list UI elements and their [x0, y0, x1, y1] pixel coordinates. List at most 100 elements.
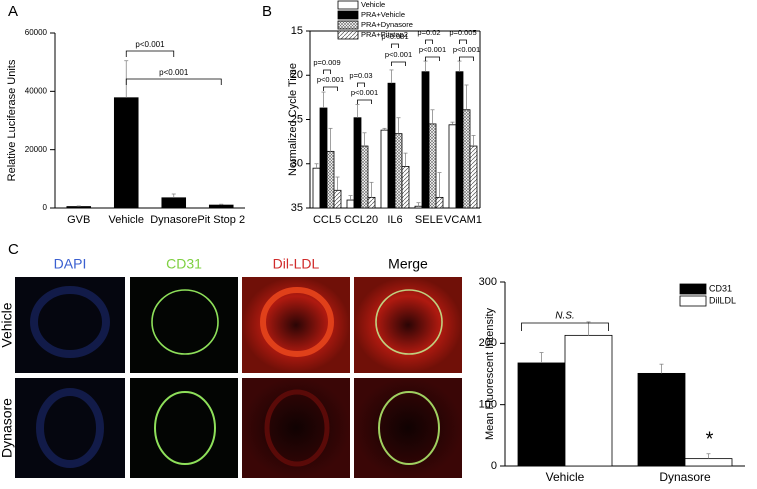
annotation: p=0.02: [417, 28, 440, 37]
bar: [684, 458, 733, 467]
x-tick-label: VCAM1: [444, 214, 482, 226]
y-tick-label: 40000: [25, 86, 48, 95]
image-column-label: Merge: [388, 256, 428, 272]
y-tick-label: 200: [479, 337, 497, 349]
annotation: p<0.001: [135, 40, 165, 49]
annotation: p=0.009: [313, 58, 340, 67]
y-tick-label: 0: [43, 203, 48, 212]
legend-swatch: [679, 283, 707, 295]
bracket: [323, 69, 331, 74]
annotation: p<0.001: [159, 68, 189, 77]
image-row-label: Dynasore: [0, 398, 15, 458]
annotation: p<0.001: [385, 50, 412, 59]
y-tick-label: 60000: [25, 28, 48, 37]
bar: [326, 150, 335, 209]
bracket: [459, 56, 474, 61]
image: [354, 277, 462, 373]
legend-label: PRA+Vehicle: [361, 10, 405, 19]
y-axis-label: Normalized Cycle Time: [287, 63, 299, 176]
legend-swatch: [679, 295, 707, 307]
legend-label: PRA+Pitstop2: [361, 30, 408, 39]
y-tick-label: 35: [291, 202, 303, 214]
bar: [448, 124, 457, 209]
bar: [387, 82, 396, 209]
legend-label: CD31: [709, 283, 732, 293]
bracket: [521, 322, 609, 331]
image: [242, 378, 350, 478]
bar: [469, 145, 478, 209]
x-tick-label: Vehicle: [546, 470, 585, 484]
x-tick-label: Pit Stop 2: [197, 214, 245, 226]
bar: [517, 362, 566, 467]
micrographs: [15, 277, 462, 478]
bar: [455, 71, 464, 209]
bar: [346, 199, 355, 209]
image: [264, 389, 330, 467]
bar: [360, 145, 369, 209]
x-tick-label: Dynasore: [150, 214, 197, 226]
bracket: [357, 82, 365, 87]
bar: [333, 189, 342, 209]
x-tick-label: CCL20: [344, 214, 378, 226]
y-tick-label: 20000: [25, 145, 48, 154]
image: [130, 277, 238, 373]
image: [378, 391, 440, 465]
bracket: [425, 56, 440, 61]
bar: [113, 97, 139, 209]
annotation: *: [706, 428, 714, 450]
y-tick-label: 15: [291, 25, 303, 37]
legend-swatch: [337, 20, 359, 30]
bracket: [323, 86, 338, 91]
legend-label: DilLDL: [709, 295, 736, 305]
bar: [564, 334, 613, 467]
bar: [421, 71, 430, 209]
image-row-label: Vehicle: [0, 302, 15, 347]
legend-swatch: [337, 10, 359, 20]
bracket: [391, 43, 399, 48]
bar: [353, 117, 362, 209]
bracket: [425, 39, 433, 44]
bar: [414, 205, 423, 209]
bar: [380, 129, 389, 209]
legend-label: PRA+Dynasore: [361, 20, 413, 29]
bar: [319, 107, 328, 209]
image: [260, 287, 334, 357]
annotation: p=0.005: [449, 28, 476, 37]
bar: [161, 197, 187, 209]
annotation: N.S.: [555, 311, 574, 322]
bracket: [125, 78, 222, 85]
x-tick-label: GVB: [67, 214, 90, 226]
bar: [66, 206, 92, 209]
image-column-label: CD31: [166, 256, 202, 272]
annotation: p<0.001: [351, 88, 378, 97]
annotation: p<0.001: [419, 45, 446, 54]
annotation: p<0.001: [453, 45, 480, 54]
bar: [367, 196, 376, 209]
image: [354, 378, 462, 478]
bar: [401, 166, 410, 209]
bar: [428, 123, 437, 209]
x-tick-label: Dynasore: [659, 470, 711, 484]
panel-label: A: [8, 3, 18, 20]
bar: [462, 109, 471, 209]
bar: [208, 204, 234, 209]
y-axis-label: Relative Luciferase Units: [6, 59, 18, 181]
x-tick-label: SELE: [415, 214, 443, 226]
y-tick-label: 300: [479, 276, 497, 288]
y-axis-label: Mean Fluorescent Intensity: [484, 307, 496, 440]
bracket: [459, 39, 467, 44]
image-column-label: Dil-LDL: [273, 256, 320, 272]
y-tick-label: 100: [479, 399, 497, 411]
annotation: p<0.001: [381, 32, 408, 41]
x-tick-label: CCL5: [313, 214, 341, 226]
x-tick-label: Vehicle: [109, 214, 144, 226]
annotation: p<0.001: [317, 75, 344, 84]
bracket: [125, 50, 175, 57]
image: [154, 391, 216, 465]
bar: [394, 133, 403, 209]
bar: [312, 167, 321, 209]
legend-label: Vehicle: [361, 0, 385, 9]
image: [30, 286, 110, 358]
